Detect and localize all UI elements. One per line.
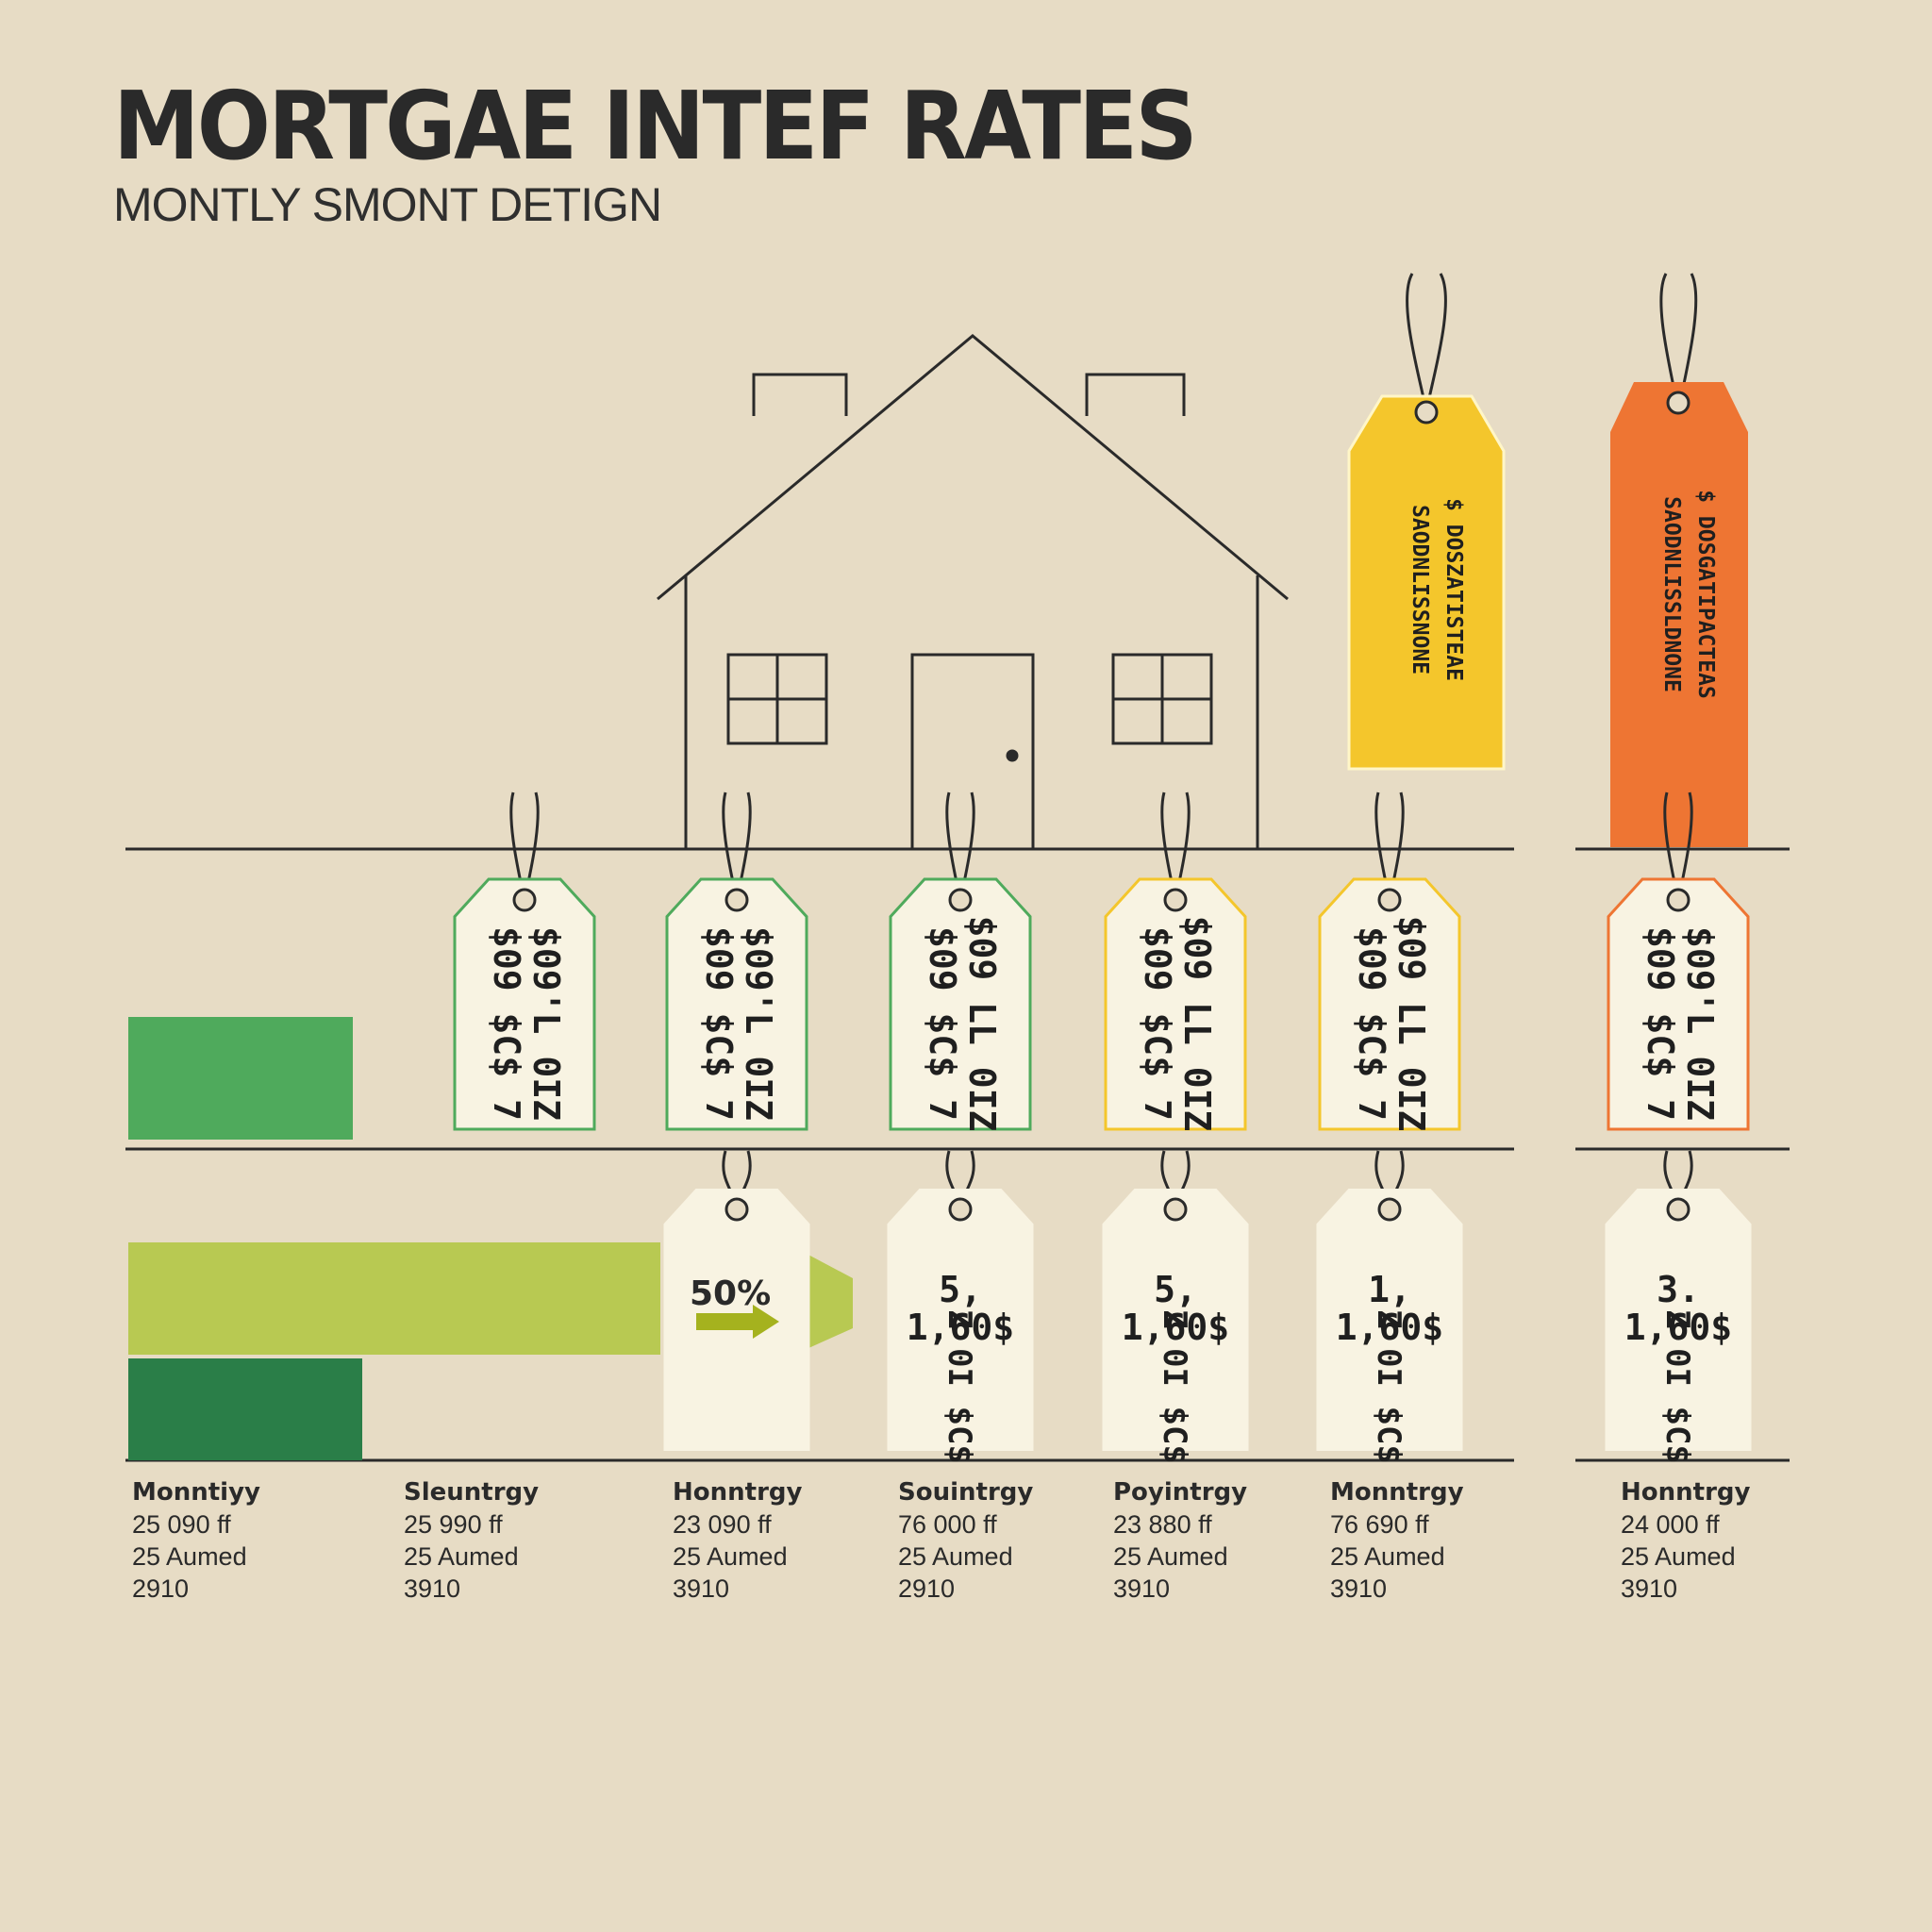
price-tag-text: $09 LL 0IZ <box>1176 916 1218 1132</box>
price-tag: $09'L 0IZ$09 $C$ 7 <box>453 791 596 1131</box>
top-tag-yellow: $ DOSZATISTEAE SAODNLISSNONE <box>1347 273 1506 771</box>
green-bar <box>128 1017 353 1140</box>
price-tag-text: $09 $C$ 7 <box>1640 926 1681 1121</box>
price-tag-text: $09'L 0IZ <box>738 926 779 1121</box>
price-tag-text: $09'L 0IZ <box>525 926 567 1121</box>
price-tag-text: $09'L 0IZ <box>1679 926 1721 1121</box>
price-tag: $09 LL 0IZ$09 $C$ 7 <box>889 791 1032 1132</box>
arrow-icon <box>753 1305 779 1339</box>
price-tag-text: $09 $C$ 7 <box>1137 926 1178 1121</box>
arrow-icon <box>696 1313 755 1330</box>
price-tag-text: 1,60$ <box>1122 1307 1229 1348</box>
price-tag-text: 1,60$ <box>907 1307 1014 1348</box>
bottom-tag-row: 50% 5,1,60$Z 0I $C$5,1,60$Z 0I $C$1,1,60$… <box>663 1150 1752 1464</box>
price-tag-text: $09 $C$ 7 <box>922 926 963 1121</box>
top-tag-text-2: SAODNLISSLDNONE <box>1659 496 1684 692</box>
top-tag-text-1: $ DOSGATIPACTEAS <box>1693 490 1718 699</box>
price-tag: $09 LL 0IZ$09 $C$ 7 <box>1318 791 1461 1132</box>
price-tag: 1,1,60$Z 0I $C$ <box>1316 1150 1463 1464</box>
price-tag-text: 1, <box>1368 1269 1411 1310</box>
price-tag: $09 LL 0IZ$09 $C$ 7 <box>1104 791 1247 1132</box>
price-tag-text: $09 $C$ 7 <box>1351 926 1392 1121</box>
top-tag-orange: $ DOSGATIPACTEAS SAODNLISSLDNONE <box>1610 273 1748 847</box>
top-tag-text-1: $ DOSZATISTEAE <box>1441 498 1466 681</box>
dark-green-bar <box>128 1358 362 1460</box>
top-tag-text-2: SAODNLISSNONE <box>1407 505 1432 675</box>
lime-arrow-bar <box>128 1242 853 1355</box>
price-tag-text: 1,60$ <box>1624 1307 1732 1348</box>
price-tag-text: $09 $C$ 7 <box>698 926 740 1121</box>
price-tag-text: $09 $C$ 7 <box>486 926 527 1121</box>
price-tag: $09'L 0IZ$09 $C$ 7 <box>1607 791 1750 1131</box>
page-title: MORTGAE INTEF RATES <box>113 71 1198 181</box>
price-tag-text: $09 LL 0IZ <box>961 916 1003 1132</box>
price-tag-text: $09 LL 0IZ <box>1391 916 1432 1132</box>
middle-tag-row: $09'L 0IZ$09 $C$ 7 $09'L 0IZ$09 $C$ 7 $09 … <box>453 791 1750 1132</box>
price-tag-text: Z 0I $C$ <box>1658 1309 1696 1464</box>
price-tag: 3.1,60$Z 0I $C$ <box>1605 1150 1752 1464</box>
price-tag-text: Z 0I $C$ <box>1370 1309 1407 1464</box>
percent-label: 50% <box>690 1274 771 1313</box>
page-subtitle: MONTLY SMONT DETIGN <box>113 178 662 231</box>
price-tag: 5,1,60$Z 0I $C$ <box>1102 1150 1249 1464</box>
price-tag-text: 5, <box>939 1269 982 1310</box>
price-tag-text: 3. <box>1657 1269 1700 1310</box>
price-tag-text: 1,60$ <box>1336 1307 1443 1348</box>
price-tag: 5,1,60$Z 0I $C$ <box>887 1150 1034 1464</box>
house-icon <box>657 334 1289 851</box>
price-tag-text: Z 0I $C$ <box>1156 1309 1193 1464</box>
price-tag-text: 5, <box>1154 1269 1197 1310</box>
price-tag-text: Z 0I $C$ <box>941 1309 978 1464</box>
price-tag: 50% <box>663 1150 810 1451</box>
price-tag: $09'L 0IZ$09 $C$ 7 <box>665 791 808 1131</box>
